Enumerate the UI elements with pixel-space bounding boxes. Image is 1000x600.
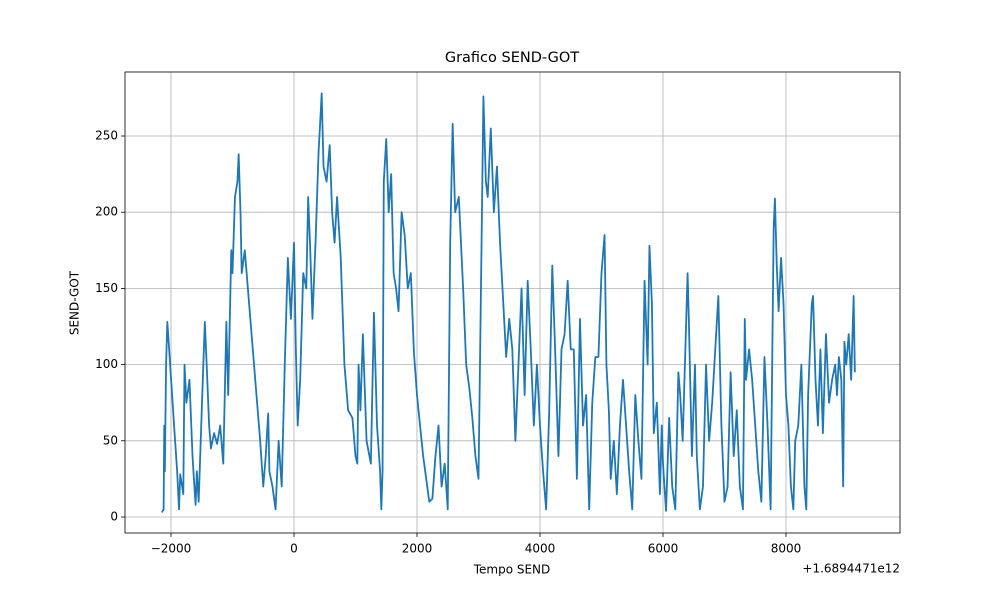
y-tick-label: 150 bbox=[95, 281, 118, 295]
chart-title: Grafico SEND-GOT bbox=[445, 50, 579, 66]
y-tick-label: 50 bbox=[103, 433, 118, 447]
x-tick-label: 2000 bbox=[402, 542, 433, 556]
x-axis-label: Tempo SEND bbox=[473, 563, 551, 577]
data-line bbox=[161, 92, 856, 513]
y-tick-label: 0 bbox=[110, 509, 118, 523]
x-offset-label: +1.6894471e12 bbox=[802, 562, 900, 576]
x-tick-label: 6000 bbox=[648, 542, 679, 556]
x-tick-label: 8000 bbox=[771, 542, 802, 556]
y-axis-label: SEND-GOT bbox=[68, 270, 82, 335]
x-tick-label: 4000 bbox=[525, 542, 556, 556]
x-tick-label: −2000 bbox=[151, 542, 192, 556]
y-tick-label: 100 bbox=[95, 357, 118, 371]
plot-frame bbox=[124, 71, 901, 534]
x-tick-label: 0 bbox=[290, 542, 298, 556]
y-tick-label: 250 bbox=[95, 129, 118, 143]
y-tick-label: 200 bbox=[95, 205, 118, 219]
